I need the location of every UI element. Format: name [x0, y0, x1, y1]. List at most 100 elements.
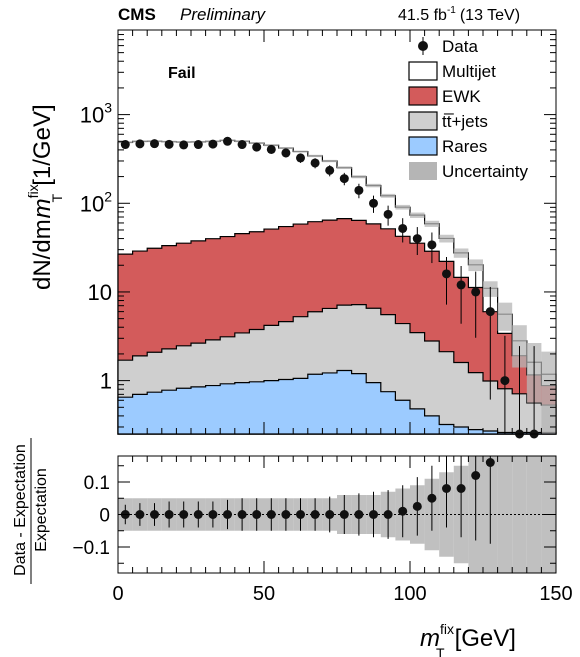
category-label: Fail [168, 65, 196, 82]
ratio-point [266, 510, 276, 519]
ratio-y-numerator: Data - Expectation [12, 444, 29, 576]
legend-label: EWK [442, 87, 481, 106]
y-tick-label: 102 [80, 188, 112, 216]
data-point [237, 140, 247, 150]
legend-label: Multijet [442, 62, 496, 81]
ratio-points [120, 456, 495, 544]
uncertainty-bin [307, 154, 323, 158]
ratio-point [471, 471, 481, 480]
experiment-label: CMS [118, 5, 156, 24]
x-tick-label: 0 [112, 583, 123, 605]
uncertainty-bin [380, 193, 396, 198]
data-point [179, 140, 189, 150]
x-tick-label: 150 [539, 583, 572, 605]
legend-swatch [408, 61, 438, 81]
ratio-point [223, 510, 232, 519]
uncertainty-bin [366, 183, 381, 188]
ratio-point [193, 510, 203, 519]
ratio-point [354, 510, 364, 519]
ratio-point [398, 506, 408, 516]
data-point [281, 148, 291, 158]
ratio-point [339, 510, 349, 519]
data-point [485, 307, 495, 317]
data-point [150, 139, 159, 149]
data-point [456, 280, 466, 290]
data-point [252, 142, 262, 152]
ratio-point [485, 458, 495, 467]
lumi-label: 41.5 fb-1 (13 TeV) [398, 5, 520, 24]
data-points [120, 136, 539, 439]
ratio-axis-ticks: −0.1 0 0.1 0 50 100 150 [72, 456, 573, 605]
ratio-point [208, 510, 218, 519]
uncertainty-bin [410, 212, 425, 218]
x-axis-label: mfix T[GeV] [420, 621, 516, 657]
data-point [325, 165, 335, 175]
ratio-y-tick-label: 0 [99, 506, 110, 527]
uncertainty-bin [322, 159, 337, 163]
legend-label: Rares [442, 137, 487, 156]
uncertainty-bin [278, 147, 294, 150]
uncertainty-bin [453, 248, 469, 258]
ratio-point [296, 510, 305, 519]
ratio-point [237, 510, 247, 519]
y-tick-label: 103 [80, 100, 112, 128]
legend-swatch [408, 136, 438, 156]
data-point [223, 136, 232, 146]
data-point [296, 153, 305, 163]
uncertainty-bin [541, 351, 556, 434]
ratio-point [150, 510, 159, 519]
uncertainty-bin [293, 150, 308, 153]
data-point [164, 139, 174, 149]
legend-swatch [408, 111, 438, 131]
data-point [369, 198, 378, 208]
data-point [354, 185, 364, 195]
ratio-point [310, 510, 320, 519]
status-label: Preliminary [180, 5, 267, 24]
ratio-point [252, 510, 262, 519]
ratio-y-denominator: Expectation [33, 468, 50, 552]
data-point [442, 269, 451, 279]
ratio-point [383, 510, 393, 519]
data-point [120, 140, 130, 150]
ratio-point [164, 510, 174, 519]
uncertainty-bin [468, 259, 483, 272]
ratio-uncertainty-band [118, 456, 556, 573]
uncertainty-bin [497, 302, 513, 331]
data-point [412, 234, 422, 244]
x-tick-label: 100 [393, 583, 426, 605]
data-point [193, 140, 203, 150]
legend-swatch [408, 86, 438, 106]
data-point [208, 139, 218, 149]
ratio-point [281, 510, 291, 519]
legend-label: Data [442, 37, 478, 56]
ratio-point [369, 510, 378, 519]
x-tick-label: 50 [253, 583, 275, 605]
ratio-point [456, 484, 466, 493]
y-axis-label: dN/dmmfix T[1/GeV] [25, 104, 65, 290]
uncertainty-bin [439, 234, 454, 243]
main-axis-ticks: 1 10 102 103 [80, 29, 557, 434]
uncertainty-bin [351, 175, 367, 179]
ratio-y-tick-label: −0.1 [72, 538, 110, 559]
legend-swatch [409, 162, 437, 180]
uncertainty-bin [424, 220, 440, 227]
ratio-band-bin [497, 456, 513, 573]
y-tick-label: 1 [100, 369, 112, 394]
ratio-point [325, 510, 335, 519]
uncertainty-bin [337, 166, 352, 170]
data-point [339, 174, 349, 184]
data-point [500, 376, 510, 386]
data-point [383, 209, 393, 219]
stack-rares [117, 369, 557, 435]
ratio-point [135, 510, 145, 519]
ratio-point [442, 484, 451, 493]
data-point [135, 139, 145, 149]
ratio-y-tick-label: 0.1 [84, 473, 110, 494]
data-point [398, 223, 408, 233]
data-point [471, 287, 481, 297]
ratio-point [412, 501, 422, 511]
main-plot: 1 10 102 103 Fail Data Multijet EWK tt̅+jets Ra… [25, 29, 557, 439]
ratio-point [427, 493, 437, 503]
ratio-point [179, 510, 189, 519]
